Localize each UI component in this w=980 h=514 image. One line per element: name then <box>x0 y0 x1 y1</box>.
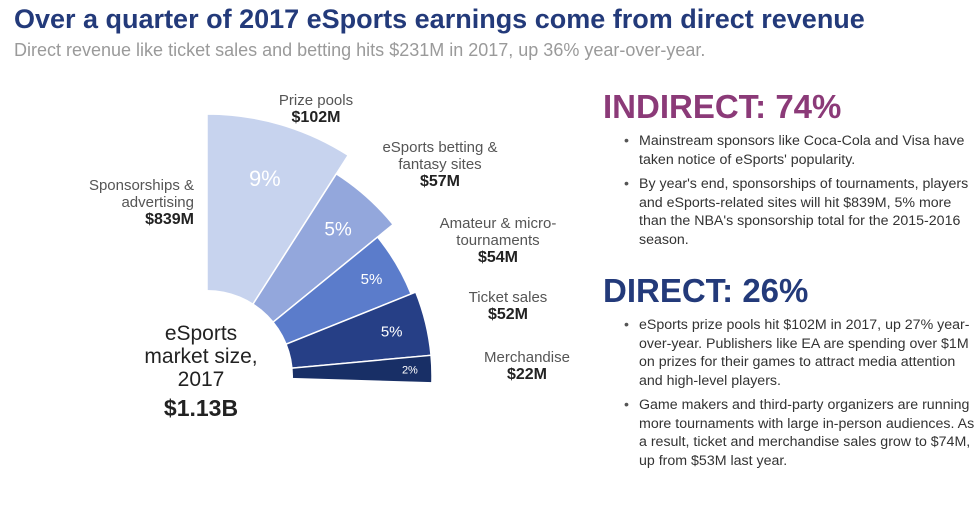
direct-bullet: Game makers and third-party organizers a… <box>624 396 975 470</box>
percent-label: 2% <box>402 365 418 377</box>
category-label: fantasy sites <box>398 156 481 173</box>
indirect-panel: INDIRECT: 74% Mainstream sponsors like C… <box>603 88 975 255</box>
category-label: Sponsorships & <box>89 177 194 194</box>
amount-label: $22M <box>507 366 547 383</box>
indirect-heading: INDIRECT: 74% <box>603 88 842 125</box>
amount-label: $52M <box>488 306 528 323</box>
category-label: Amateur & micro- <box>440 215 557 232</box>
chart-title: Over a quarter of 2017 eSports earnings … <box>14 4 865 34</box>
category-label: Merchandise <box>484 349 570 366</box>
direct-bullet-list: eSports prize pools hit $102M in 2017, u… <box>603 316 975 470</box>
center-label: eSports <box>165 322 237 345</box>
category-label: Ticket sales <box>469 289 548 306</box>
amount-label: $839M <box>145 211 194 228</box>
percent-label: 5% <box>361 271 383 288</box>
percent-label: 5% <box>324 220 352 241</box>
percent-label: 9% <box>249 166 281 191</box>
donut-hole <box>121 290 293 462</box>
indirect-bullet-list: Mainstream sponsors like Coca-Cola and V… <box>603 132 975 249</box>
direct-panel: DIRECT: 26% eSports prize pools hit $102… <box>603 272 975 476</box>
center-label: 2017 <box>178 368 225 391</box>
amount-label: $102M <box>292 109 341 126</box>
indirect-bullet: By year's end, sponsorships of tournamen… <box>624 175 975 249</box>
center-label: market size, <box>144 345 257 368</box>
indirect-bullet: Mainstream sponsors like Coca-Cola and V… <box>624 132 975 169</box>
direct-bullet: eSports prize pools hit $102M in 2017, u… <box>624 316 975 390</box>
chart-subtitle: Direct revenue like ticket sales and bet… <box>14 40 706 60</box>
direct-heading: DIRECT: 26% <box>603 272 809 309</box>
amount-label: $54M <box>478 249 518 266</box>
category-label: eSports betting & <box>382 139 497 156</box>
category-label: advertising <box>121 194 194 211</box>
percent-label: 5% <box>381 324 403 341</box>
category-label: Prize pools <box>279 92 353 109</box>
category-label: tournaments <box>456 232 539 249</box>
center-value: $1.13B <box>164 395 238 421</box>
amount-label: $57M <box>420 173 460 190</box>
